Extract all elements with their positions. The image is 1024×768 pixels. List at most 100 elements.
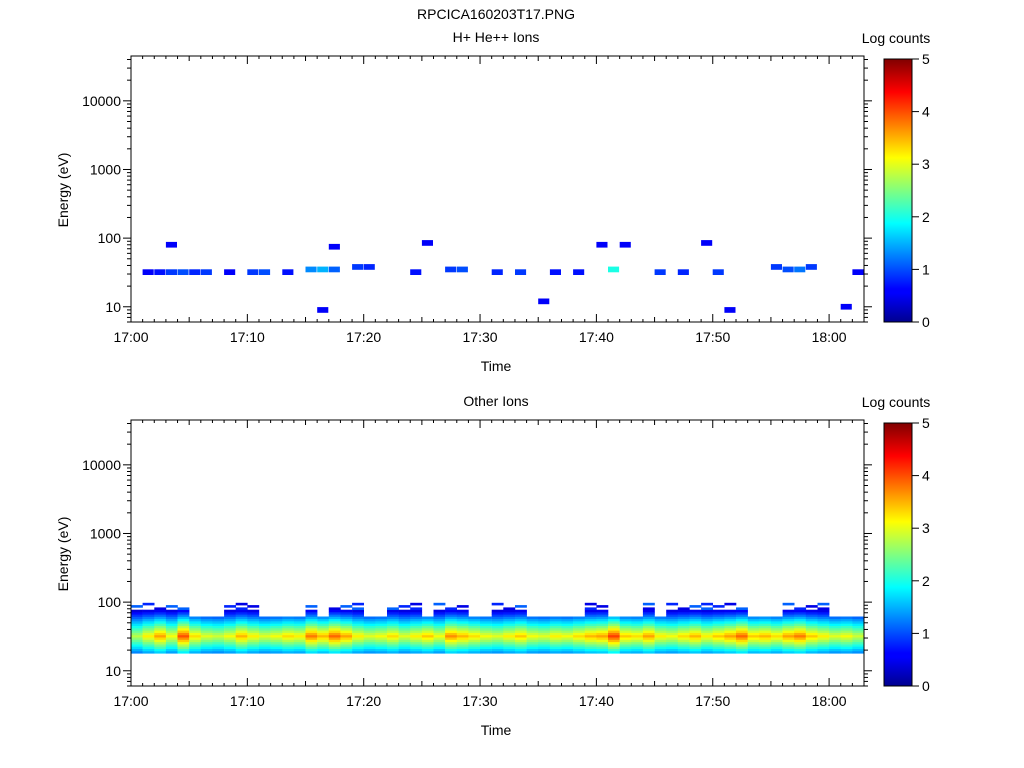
heatmap-cell bbox=[200, 618, 213, 622]
heatmap-cell bbox=[352, 621, 364, 624]
heatmap-cell bbox=[340, 623, 353, 626]
colorbar-ticks-2: 0 1 2 3 4 5 bbox=[912, 415, 930, 694]
heatmap-cell bbox=[561, 644, 574, 647]
heatmap-cell bbox=[608, 623, 620, 626]
heatmap-cell bbox=[456, 616, 469, 620]
heatmap-cells-1 bbox=[142, 240, 864, 313]
heatmap-cell bbox=[363, 616, 376, 620]
heatmap-cell bbox=[305, 634, 318, 638]
heatmap-cell bbox=[421, 618, 434, 622]
heatmap-cell bbox=[584, 644, 597, 647]
heatmap-cell bbox=[538, 616, 551, 620]
heatmap-cell bbox=[398, 651, 411, 654]
heatmap-cell bbox=[805, 639, 818, 643]
heatmap-cell bbox=[154, 648, 167, 652]
heatmap-cell bbox=[177, 614, 190, 617]
heatmap-cell bbox=[852, 623, 865, 626]
heatmap-cell bbox=[515, 618, 527, 622]
heatmap-cell bbox=[142, 625, 155, 629]
heatmap-cell bbox=[805, 621, 818, 624]
heatmap-cell bbox=[468, 632, 481, 636]
heatmap-cell bbox=[154, 632, 167, 636]
heatmap-cell bbox=[584, 625, 597, 629]
heatmap-cell bbox=[270, 625, 283, 629]
heatmap-cell bbox=[782, 632, 795, 636]
heatmap-cell bbox=[526, 628, 539, 631]
heatmap-cell bbox=[596, 644, 609, 647]
heatmap-cell bbox=[224, 621, 236, 624]
heatmap-cell bbox=[712, 605, 725, 608]
heatmap-cell bbox=[631, 644, 644, 647]
heatmap-cell bbox=[328, 634, 341, 638]
heatmap-cell bbox=[549, 641, 562, 645]
heatmap-cell bbox=[433, 614, 446, 617]
heatmap-cell bbox=[154, 269, 166, 275]
heatmap-cell bbox=[747, 616, 760, 620]
heatmap-cell bbox=[305, 641, 318, 645]
heatmap-cell bbox=[829, 634, 841, 638]
heatmap-cell bbox=[491, 630, 504, 633]
heatmap-cell bbox=[235, 621, 248, 624]
heatmap-cell bbox=[340, 605, 353, 608]
heatmap-cell bbox=[165, 641, 178, 645]
heatmap-cell bbox=[305, 266, 317, 273]
heatmap-cell bbox=[515, 637, 527, 640]
heatmap-cell bbox=[503, 634, 516, 638]
heatmap-cell bbox=[387, 646, 399, 649]
heatmap-cell bbox=[642, 634, 655, 638]
heatmap-cell bbox=[468, 637, 481, 640]
y-tick-label: 10000 bbox=[82, 457, 121, 473]
heatmap-cell bbox=[142, 621, 155, 624]
heatmap-cell bbox=[387, 639, 399, 643]
heatmap-cell bbox=[515, 651, 527, 654]
heatmap-cell bbox=[724, 625, 737, 629]
heatmap-cell bbox=[759, 639, 772, 643]
heatmap-cell bbox=[282, 648, 295, 652]
heatmap-cell bbox=[491, 618, 504, 622]
heatmap-cell bbox=[794, 648, 807, 652]
heatmap-cell bbox=[805, 628, 818, 631]
heatmap-cell bbox=[840, 644, 853, 647]
heatmap-cell bbox=[224, 628, 236, 631]
heatmap-cell bbox=[328, 625, 341, 629]
heatmap-cell bbox=[352, 609, 364, 613]
heatmap-cell bbox=[677, 651, 690, 654]
heatmap-cell bbox=[235, 628, 248, 631]
heatmap-cell bbox=[375, 628, 388, 631]
heatmap-cell bbox=[515, 616, 527, 620]
heatmap-cell bbox=[235, 639, 248, 643]
heatmap-cell bbox=[445, 621, 457, 624]
heatmap-cell bbox=[410, 621, 423, 624]
heatmap-cell bbox=[154, 637, 167, 640]
heatmap-cell bbox=[666, 630, 679, 633]
heatmap-cell bbox=[584, 614, 597, 617]
heatmap-cell bbox=[445, 623, 457, 626]
heatmap-cell bbox=[782, 625, 795, 629]
heatmap-cell bbox=[642, 632, 655, 636]
heatmap-cell bbox=[596, 609, 609, 613]
heatmap-cell bbox=[445, 648, 457, 652]
heatmap-cell bbox=[189, 648, 202, 652]
heatmap-cell bbox=[712, 614, 725, 617]
heatmap-cell bbox=[328, 266, 340, 273]
x-tick-label: 17:00 bbox=[113, 329, 148, 345]
heatmap-cell bbox=[794, 623, 807, 626]
heatmap-cell bbox=[305, 651, 318, 654]
heatmap-cell bbox=[619, 646, 632, 649]
x-tick-label: 18:00 bbox=[812, 693, 847, 709]
heatmap-cell bbox=[549, 623, 562, 626]
heatmap-cell bbox=[154, 628, 167, 631]
heatmap-cell bbox=[584, 602, 597, 606]
heatmap-cell bbox=[456, 612, 469, 615]
heatmap-cell bbox=[177, 628, 190, 631]
heatmap-cell bbox=[689, 630, 702, 633]
heatmap-cell bbox=[410, 628, 423, 631]
heatmap-cell bbox=[445, 639, 457, 643]
heatmap-cell bbox=[165, 637, 178, 640]
heatmap-cell bbox=[270, 637, 283, 640]
heatmap-cell bbox=[270, 639, 283, 643]
heatmap-cell bbox=[352, 612, 364, 615]
heatmap-cell bbox=[747, 641, 760, 645]
heatmap-cell bbox=[293, 621, 306, 624]
heatmap-cell bbox=[363, 630, 376, 633]
